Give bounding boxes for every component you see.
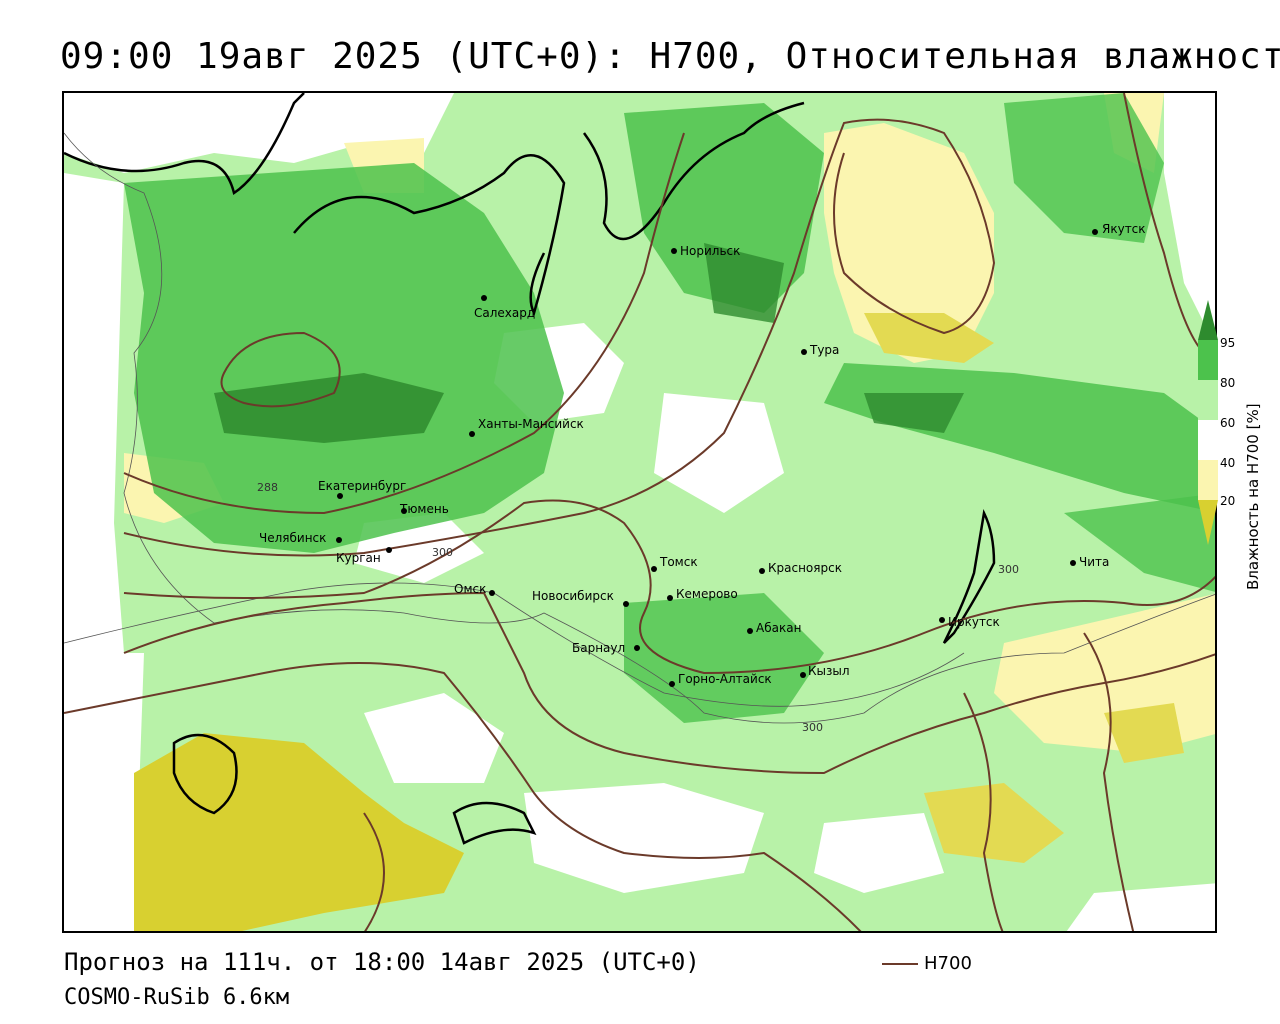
city-tura[interactable]: Тура xyxy=(801,343,839,357)
very-dry-mongolia xyxy=(924,783,1064,863)
city-norilsk[interactable]: Норильск xyxy=(671,244,740,258)
city-label: Горно-Алтайск xyxy=(678,672,772,686)
city-label: Екатеринбург xyxy=(318,479,406,493)
legend-contour-line xyxy=(882,963,918,965)
city-label: Иркутск xyxy=(948,615,1000,629)
city-label: Ханты-Мансийск xyxy=(478,417,584,431)
city-label: Омск xyxy=(454,582,486,596)
city-kyzyl[interactable]: Кызыл xyxy=(800,664,850,678)
dry-area-arctic xyxy=(64,93,454,173)
city-label: Челябинск xyxy=(259,531,326,545)
city-label: Кызыл xyxy=(808,664,850,678)
region-borders xyxy=(64,132,1215,724)
city-gorno-altaysk[interactable]: Горно-Алтайск xyxy=(669,672,772,687)
city-yekaterinburg[interactable]: Екатеринбург xyxy=(318,479,406,499)
colorbar-tick-20: 20 xyxy=(1220,494,1236,508)
map-canvas: 288 300 300 300 Якутск Норильск Салехард… xyxy=(64,93,1215,931)
legend-contour-label: H700 xyxy=(924,953,972,974)
colorbar-tick-60: 60 xyxy=(1220,416,1236,430)
moist-band-east xyxy=(1064,493,1215,592)
city-label: Якутск xyxy=(1102,222,1146,236)
dry-area-central-siberia xyxy=(824,123,994,363)
city-label: Кемерово xyxy=(676,587,738,601)
city-label: Курган xyxy=(336,551,381,565)
dry-area-west xyxy=(64,173,124,653)
city-irkutsk[interactable]: Иркутск xyxy=(939,615,1000,629)
city-label: Тюмень xyxy=(399,502,449,516)
city-label: Барнаул xyxy=(572,641,625,655)
city-barnaul[interactable]: Барнаул xyxy=(572,641,640,655)
very-dry-east-mongolia xyxy=(1104,703,1184,763)
very-moist-core-urals xyxy=(214,373,444,443)
colorbar-gradient xyxy=(1198,300,1218,545)
colorbar-tick-80: 80 xyxy=(1220,376,1236,390)
map-title: 09:00 19авг 2025 (UTC+0): H700, Относите… xyxy=(60,36,1280,77)
colorbar-band-60 xyxy=(1198,380,1218,420)
city-krasnoyarsk[interactable]: Красноярск xyxy=(759,561,842,575)
h700-contours xyxy=(64,93,1215,931)
city-tomsk[interactable]: Томск xyxy=(651,555,698,572)
aral-sea xyxy=(172,733,238,815)
dry-area-mongolia-west xyxy=(814,813,944,893)
coastline-yamal xyxy=(293,154,566,317)
city-label: Абакан xyxy=(756,621,801,635)
colorbar-tick-40: 40 xyxy=(1220,456,1236,470)
dry-area-southwest-edge xyxy=(64,653,144,931)
very-dry-kazakhstan xyxy=(134,733,464,931)
city-chita[interactable]: Чита xyxy=(1070,555,1109,569)
city-kurgan[interactable]: Курган xyxy=(336,547,392,565)
city-khanty-mansiysk[interactable]: Ханты-Мансийск xyxy=(469,417,584,437)
colorbar-band-80 xyxy=(1198,340,1218,380)
contour-label-300-east: 300 xyxy=(998,563,1019,576)
colorbar-tick-95: 95 xyxy=(1220,336,1236,350)
very-moist-core-taimyr xyxy=(704,243,784,323)
moist-band-urals xyxy=(124,163,564,553)
colorbar-band-40 xyxy=(1198,420,1218,460)
balkhash-lake xyxy=(452,801,537,845)
city-abakan[interactable]: Абакан xyxy=(747,621,801,635)
dry-area-northeast xyxy=(1164,93,1215,345)
moist-band-kemerovo xyxy=(624,593,824,723)
dry-area-yenisei xyxy=(654,393,784,513)
very-moist-core-central xyxy=(864,393,964,433)
moist-band-yakutia xyxy=(1004,93,1164,243)
colorbar-title: Влажность на H700 [%] xyxy=(1244,403,1262,590)
dry-area-southeast xyxy=(1066,883,1215,931)
country-border-kazakhstan xyxy=(64,582,965,707)
city-label: Новосибирск xyxy=(532,589,614,603)
city-tyumen[interactable]: Тюмень xyxy=(399,502,449,516)
city-label: Красноярск xyxy=(768,561,842,575)
city-kemerovo[interactable]: Кемерово xyxy=(667,587,738,601)
humidity-colorbar xyxy=(1198,300,1218,545)
forecast-info: Прогноз на 111ч. от 18:00 14авг 2025 (UT… xyxy=(64,948,700,976)
baikal-lake xyxy=(942,509,996,644)
contour-label-288: 288 xyxy=(257,481,278,494)
colorbar-band-20 xyxy=(1198,460,1218,500)
city-label: Чита xyxy=(1079,555,1109,569)
map-area[interactable]: 288 300 300 300 Якутск Норильск Салехард… xyxy=(62,91,1217,933)
city-label: Норильск xyxy=(680,244,740,258)
dry-area-kazakh-north xyxy=(364,693,504,783)
city-yakutsk[interactable]: Якутск xyxy=(1092,222,1146,236)
city-label: Тура xyxy=(809,343,839,357)
city-salekhard[interactable]: Салехард xyxy=(474,295,535,320)
contour-label-300-south: 300 xyxy=(802,721,823,734)
city-label: Салехард xyxy=(474,306,535,320)
city-novosibirsk[interactable]: Новосибирск xyxy=(532,589,629,607)
colorbar-bottom-triangle xyxy=(1198,500,1218,545)
city-omsk[interactable]: Омск xyxy=(454,582,495,596)
contour-label-300-west: 300 xyxy=(432,546,453,559)
dry-area-altai-south xyxy=(524,783,764,893)
city-chelyabinsk[interactable]: Челябинск xyxy=(259,531,342,545)
model-name: COSMO-RuSib 6.6км xyxy=(64,985,290,1010)
city-label: Томск xyxy=(659,555,698,569)
coastline-taimyr xyxy=(582,101,805,241)
coastline-kola xyxy=(64,93,305,196)
colorbar-top-triangle xyxy=(1198,300,1218,340)
